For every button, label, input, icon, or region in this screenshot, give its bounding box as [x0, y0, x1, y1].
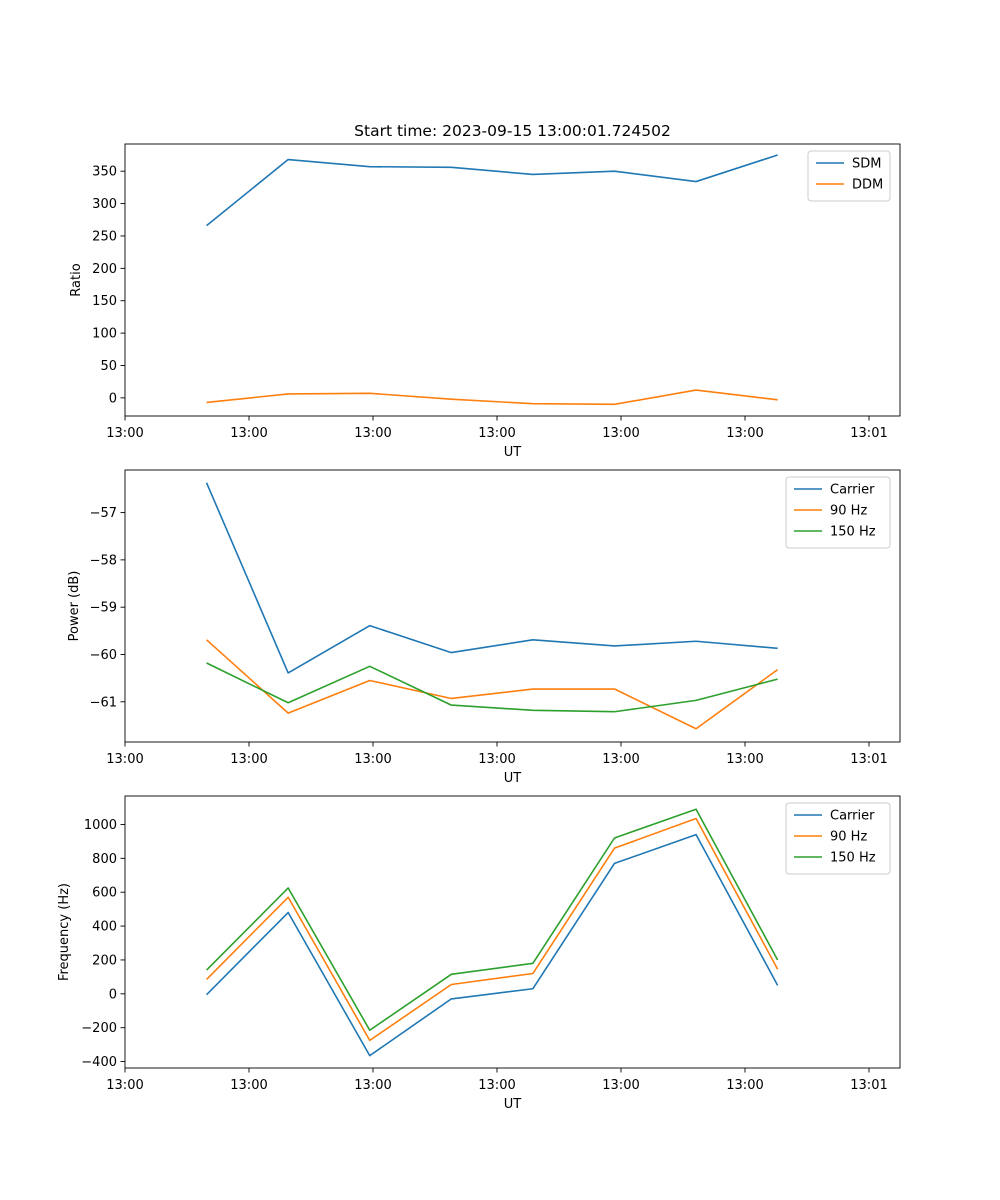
y-tick-label: 400: [92, 920, 117, 935]
y-tick-label: 100: [92, 327, 117, 342]
x-axis-label: UT: [504, 445, 522, 460]
chart-panel-1: 13:00 13:00 13:00 13:00 13:00 13:00 13:01 0 50 10…: [69, 143, 901, 460]
series-line-90-hz: [206, 639, 779, 730]
y-tick-label: −61: [90, 695, 117, 710]
y-tick-label: 0: [109, 391, 117, 406]
x-tick-label: 13:01: [850, 752, 887, 767]
legend: SDM DDM: [807, 150, 891, 202]
legend-label-150-hz: 150 Hz: [830, 525, 876, 540]
x-tick-label: 13:00: [106, 752, 143, 767]
legend-label-ddm: DDM: [852, 178, 883, 193]
y-tick-label: 250: [92, 229, 117, 244]
x-tick-label: 13:00: [478, 1078, 515, 1093]
chart-panel-3: 13:00 13:00 13:00 13:00 13:00 13:00 13:01 −400 −…: [57, 795, 901, 1112]
legend: Carrier 90 Hz 150 Hz: [785, 476, 891, 549]
x-tick-label: 13:00: [354, 426, 391, 441]
x-tick-label: 13:00: [726, 1078, 763, 1093]
y-tick-label: −59: [90, 601, 117, 616]
x-tick-label: 13:00: [106, 426, 143, 441]
legend-label-90-hz: 90 Hz: [830, 830, 867, 845]
x-tick-label: 13:01: [850, 426, 887, 441]
y-tick-label: 200: [92, 262, 117, 277]
y-tick-label: 50: [100, 359, 117, 374]
x-tick-label: 13:00: [354, 1078, 391, 1093]
x-tick-label: 13:00: [602, 752, 639, 767]
legend-label-carrier: Carrier: [830, 483, 875, 498]
legend-label-150-hz: 150 Hz: [830, 851, 876, 866]
y-tick-label: 150: [92, 294, 117, 309]
legend-label-sdm: SDM: [852, 157, 881, 172]
y-tick-label: −400: [81, 1055, 117, 1070]
legend: Carrier 90 Hz 150 Hz: [785, 802, 891, 875]
x-tick-label: 13:00: [354, 752, 391, 767]
x-tick-label: 13:00: [478, 752, 515, 767]
x-axis-label: UT: [504, 1097, 522, 1112]
x-tick-label: 13:00: [230, 752, 267, 767]
y-tick-label: 300: [92, 197, 117, 212]
x-tick-label: 13:00: [602, 1078, 639, 1093]
series-line-carrier: [205, 482, 778, 674]
y-axis-label: Ratio: [69, 263, 84, 296]
legend-label-90-hz: 90 Hz: [830, 504, 867, 519]
y-tick-label: 1000: [84, 818, 117, 833]
y-tick-label: −57: [90, 506, 117, 521]
axes-frame: [124, 143, 901, 417]
series-line-150-hz: [206, 808, 779, 1032]
axes-frame: [124, 469, 901, 743]
x-axis-label: UT: [504, 771, 522, 786]
legend-label-carrier: Carrier: [830, 809, 875, 824]
chart-title: Start time: 2023-09-15 13:00:01.724502: [354, 122, 671, 140]
y-tick-label: −60: [90, 648, 117, 663]
x-tick-label: 13:01: [850, 1078, 887, 1093]
y-axis-label: Frequency (Hz): [57, 883, 72, 981]
x-tick-label: 13:00: [602, 426, 639, 441]
y-tick-label: −58: [90, 553, 117, 568]
series-line-sdm: [206, 154, 778, 227]
x-tick-label: 13:00: [726, 752, 763, 767]
y-tick-label: −200: [81, 1021, 117, 1036]
x-tick-label: 13:00: [106, 1078, 143, 1093]
x-tick-label: 13:00: [478, 426, 515, 441]
y-tick-label: 800: [92, 852, 117, 867]
axes-frame: [124, 795, 901, 1069]
series-line-150-hz: [206, 662, 778, 713]
y-tick-label: 200: [92, 953, 117, 968]
y-tick-label: 350: [92, 165, 117, 180]
x-tick-label: 13:00: [230, 1078, 267, 1093]
y-tick-label: 600: [92, 886, 117, 901]
chart-panel-2: 13:00 13:00 13:00 13:00 13:00 13:00 13:01 −61 −6…: [67, 469, 901, 786]
series-line-carrier: [206, 833, 779, 1057]
y-axis-label: Power (dB): [67, 571, 82, 642]
x-tick-label: 13:00: [726, 426, 763, 441]
series-line-ddm: [206, 389, 778, 406]
series-line-90-hz: [206, 817, 779, 1042]
x-tick-label: 13:00: [230, 426, 267, 441]
y-tick-label: 0: [109, 987, 117, 1002]
